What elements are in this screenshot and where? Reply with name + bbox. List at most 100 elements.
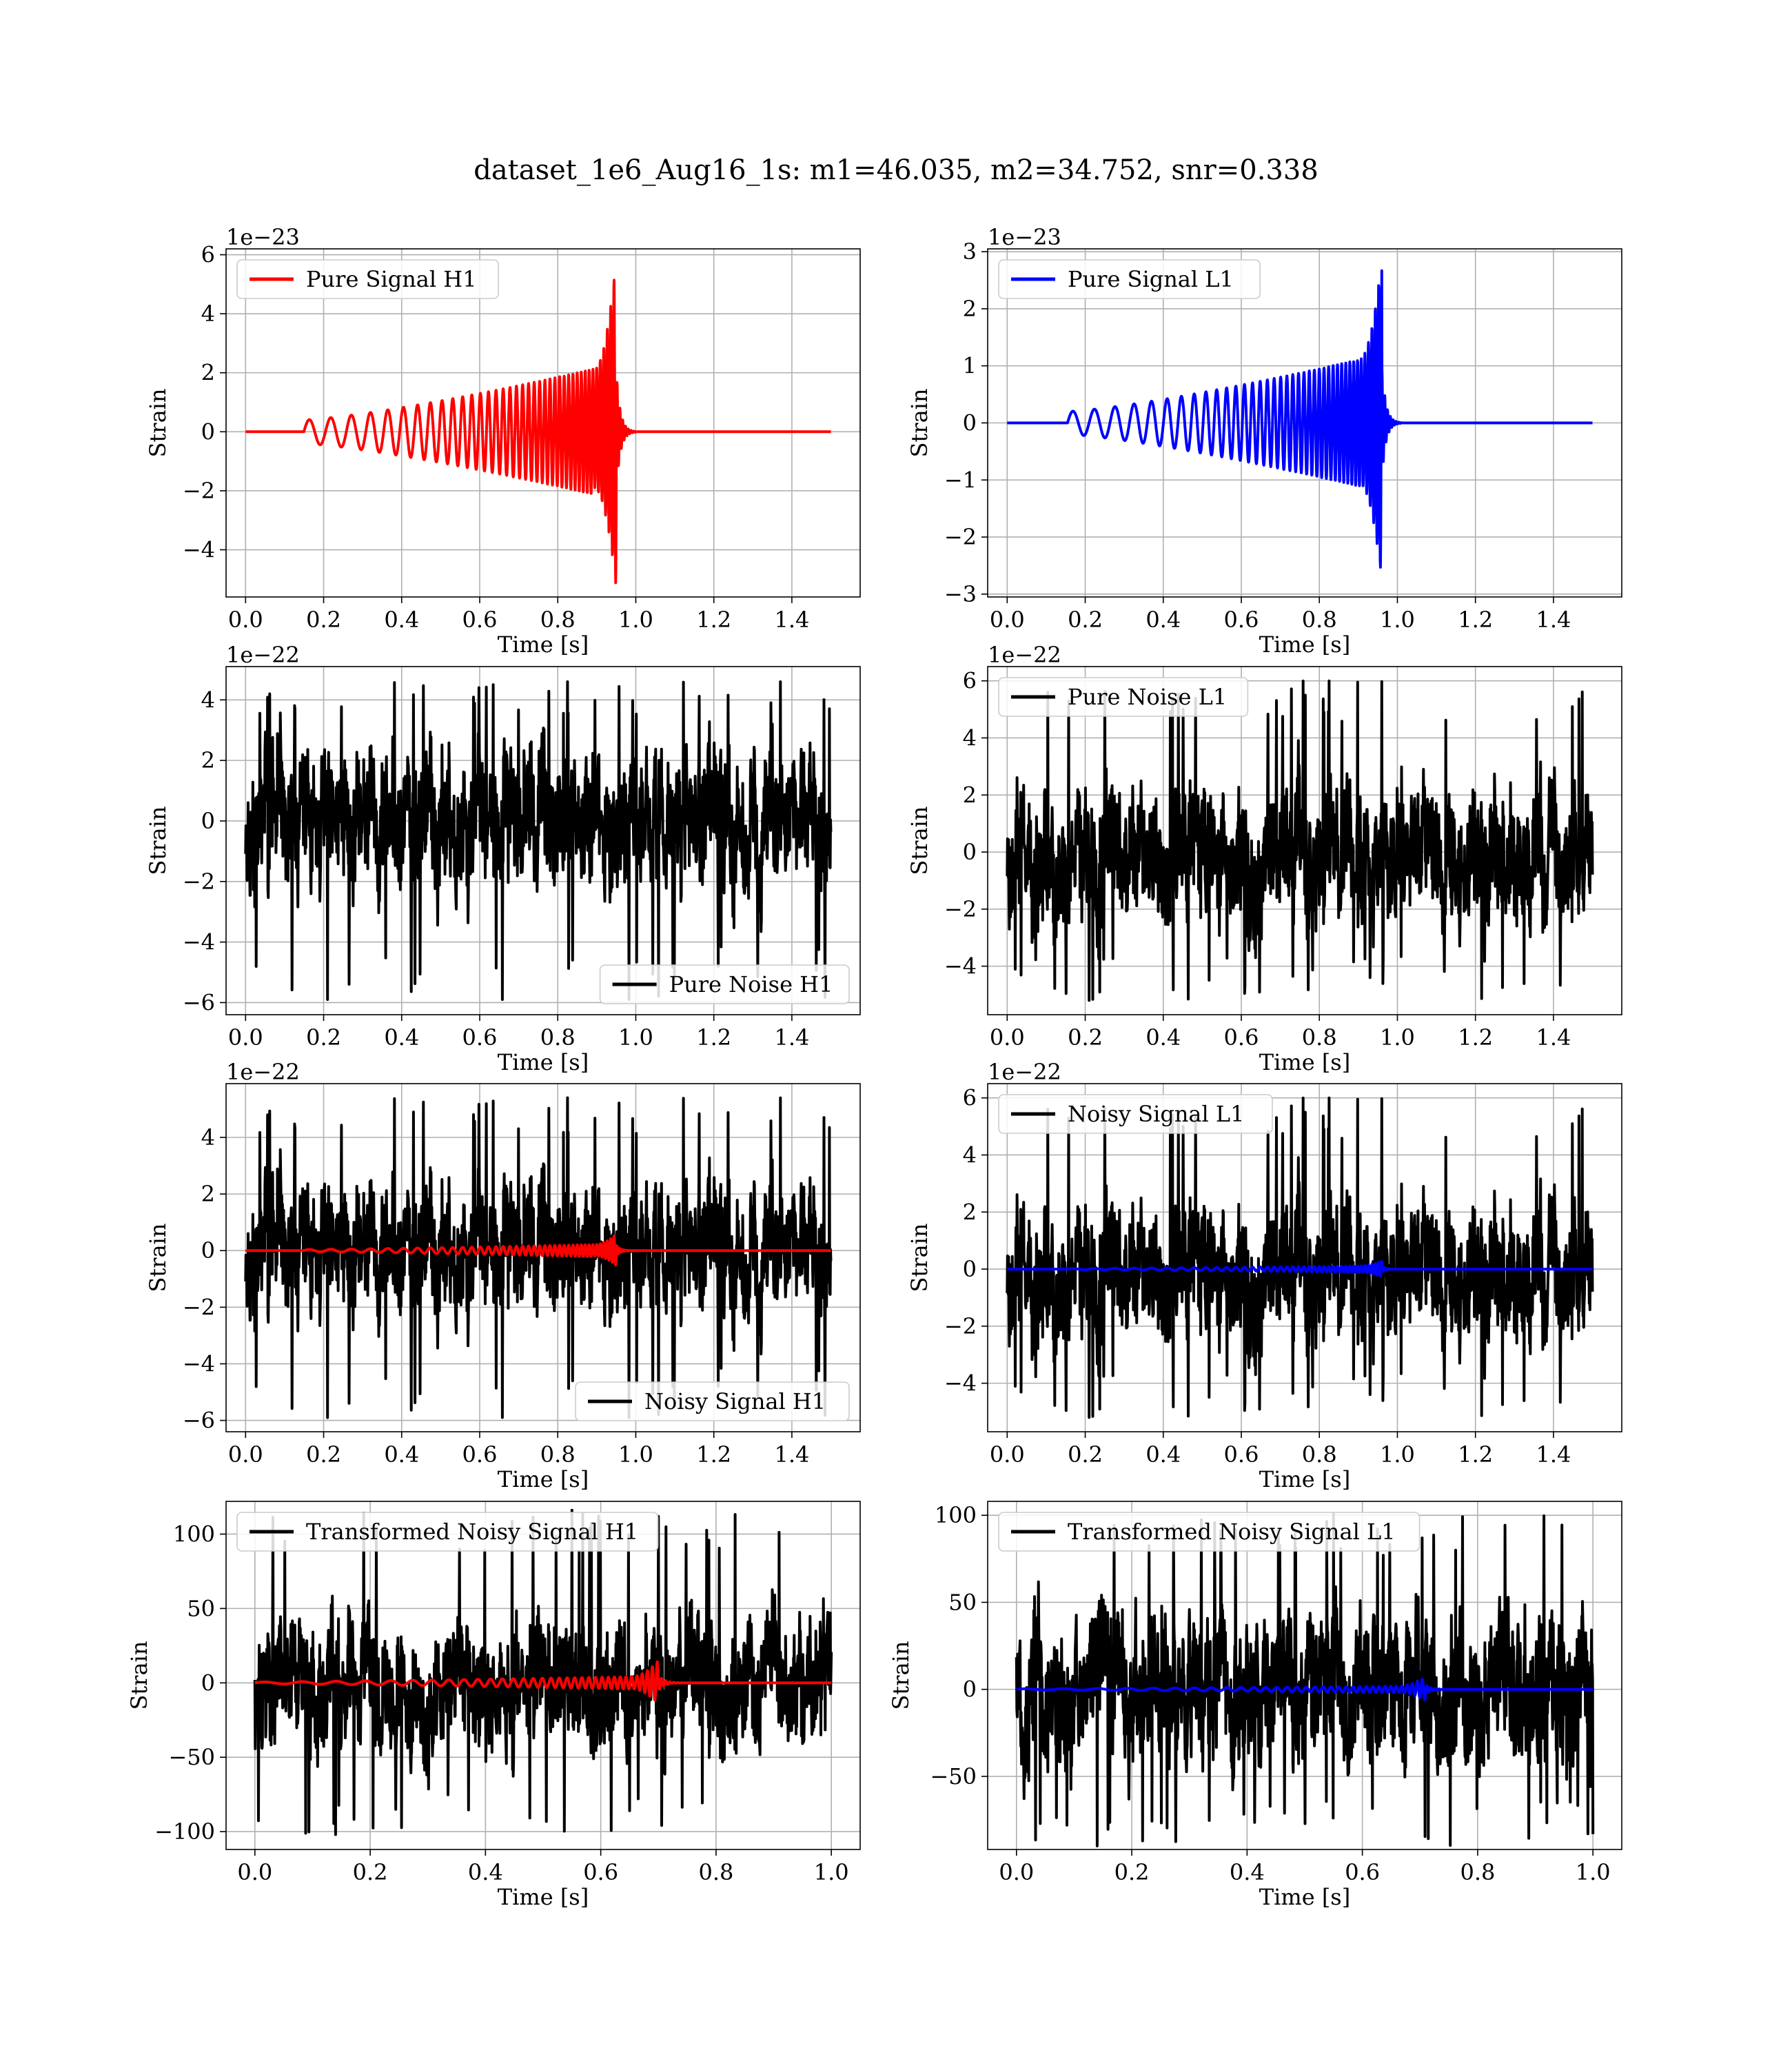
x-tick-label: 1.0 (618, 1024, 653, 1051)
x-axis-label: Time [s] (498, 1049, 589, 1075)
x-tick-label: 1.4 (1536, 607, 1571, 633)
noise-line (1006, 679, 1594, 1002)
x-axis-label: Time [s] (1259, 631, 1350, 658)
signal-line (1015, 1678, 1594, 1702)
x-tick-label: 1.0 (814, 1859, 849, 1885)
y-tick-label: 2 (963, 1199, 977, 1225)
legend-label: Transformed Noisy Signal H1 (306, 1519, 638, 1545)
y-axis-label: Strain (906, 807, 933, 875)
y-tick-label: −50 (930, 1763, 977, 1790)
x-tick-label: 0.4 (1146, 607, 1181, 633)
y-tick-label: −4 (944, 1370, 977, 1397)
x-tick-label: 0.8 (698, 1859, 733, 1885)
x-tick-label: 0.2 (306, 607, 341, 633)
y-tick-label: 50 (948, 1589, 977, 1615)
x-tick-label: 0.0 (228, 1441, 263, 1468)
y-axis-label: Strain (145, 389, 171, 458)
x-tick-label: 0.0 (990, 1441, 1025, 1468)
axes-frame (225, 1083, 861, 1432)
signal-line (1006, 269, 1594, 569)
x-tick-label: 0.8 (1460, 1859, 1495, 1885)
x-tick-label: 0.0 (990, 1024, 1025, 1051)
axis-exponent-label: 1e−22 (226, 1059, 300, 1085)
x-tick-label: 1.0 (1380, 1024, 1415, 1051)
axis-exponent-label: 1e−23 (226, 224, 300, 250)
y-tick-label: 6 (963, 668, 977, 694)
x-tick-label: 1.4 (1536, 1441, 1571, 1468)
y-tick-label: −4 (183, 1350, 215, 1377)
subplot-transformed-noisy-signal-l1: 0.0 0.2 0.4 0.6 0.8 1.0 −50 0 50 100 Time [s] Strai… (888, 1501, 1622, 1910)
x-axis-label: Time [s] (498, 1884, 589, 1910)
x-tick-label: 1.0 (1380, 1441, 1415, 1468)
y-axis-label: Strain (126, 1641, 152, 1710)
y-axis-label: Strain (906, 389, 933, 458)
noise-line (244, 1096, 833, 1419)
x-tick-label: 0.8 (540, 1441, 576, 1468)
x-tick-label: 1.0 (1576, 1859, 1611, 1885)
x-tick-label: 0.6 (1224, 1024, 1259, 1051)
y-tick-label: 0 (963, 839, 977, 865)
y-tick-label: 2 (963, 296, 977, 322)
x-axis-label: Time [s] (1259, 1466, 1350, 1492)
legend-label: Pure Noise H1 (669, 971, 833, 997)
noise-line (253, 1508, 833, 1836)
x-tick-label: 0.6 (1224, 607, 1259, 633)
y-tick-label: 4 (963, 1142, 977, 1168)
legend-label: Noisy Signal H1 (644, 1388, 826, 1415)
y-tick-label: 3 (963, 239, 977, 265)
subplot-pure-noise-h1: 0.0 0.2 0.4 0.6 0.8 1.0 1.2 1.4 −6 −4 −2 0 2 4 Time [s… (145, 642, 861, 1075)
y-tick-label: 4 (963, 724, 977, 751)
x-axis-label: Time [s] (1259, 1049, 1350, 1075)
subplot-pure-noise-l1: 0.0 0.2 0.4 0.6 0.8 1.0 1.2 1.4 −4 −2 0 2 4 6 Time [s]… (906, 642, 1622, 1075)
y-axis-label: Strain (888, 1641, 914, 1710)
x-tick-label: 0.8 (540, 1024, 576, 1051)
y-tick-label: 6 (963, 1085, 977, 1111)
series-group (244, 680, 833, 1001)
legend-box (998, 259, 1261, 299)
series-group (253, 1508, 833, 1836)
y-tick-label: 4 (201, 687, 215, 713)
x-tick-label: 0.4 (384, 607, 419, 633)
signal-line (254, 1660, 833, 1702)
y-tick-label: −6 (183, 1408, 215, 1434)
y-tick-label: −100 (154, 1818, 215, 1845)
y-tick-label: 100 (935, 1502, 977, 1528)
y-tick-label: −2 (183, 478, 215, 504)
legend-label: Transformed Noisy Signal L1 (1068, 1519, 1396, 1545)
y-tick-label: −3 (944, 581, 977, 607)
legend-box (998, 677, 1249, 717)
series-group (244, 1096, 833, 1419)
y-tick-label: −4 (183, 929, 215, 955)
y-tick-label: −4 (183, 537, 215, 563)
subplot-pure-signal-h1: 0.0 0.2 0.4 0.6 0.8 1.0 1.2 1.4 −4 −2 0 2 4 6 Time [s]… (145, 224, 861, 658)
x-tick-label: 0.6 (462, 1441, 498, 1468)
x-axis-label: Time [s] (498, 631, 589, 658)
legend-box (236, 1512, 659, 1552)
axes-frame (225, 248, 861, 598)
x-tick-label: 0.4 (1230, 1859, 1265, 1885)
x-tick-label: 0.6 (462, 1024, 498, 1051)
x-tick-label: 0.4 (1146, 1441, 1181, 1468)
legend-box (998, 1094, 1273, 1134)
y-tick-label: 0 (963, 1676, 977, 1703)
x-tick-label: 0.8 (1302, 607, 1337, 633)
x-tick-label: 0.2 (306, 1024, 341, 1051)
x-tick-label: 0.6 (462, 607, 498, 633)
y-tick-label: 0 (963, 410, 977, 436)
subplot-noisy-signal-h1: 0.0 0.2 0.4 0.6 0.8 1.0 1.2 1.4 −6 −4 −2 0 2 4 Time [s… (145, 1059, 861, 1492)
x-tick-label: 0.2 (353, 1859, 388, 1885)
signal-line (1006, 1260, 1594, 1278)
axes-frame (987, 1501, 1622, 1850)
y-tick-label: 6 (201, 242, 215, 268)
y-tick-label: −2 (183, 869, 215, 895)
x-tick-label: 1.2 (1458, 1441, 1493, 1468)
legend: Noisy Signal H1 (575, 1381, 850, 1421)
y-tick-label: 2 (201, 747, 215, 773)
y-tick-label: 0 (201, 418, 215, 445)
legend-box (599, 964, 850, 1004)
x-tick-label: 0.4 (384, 1024, 419, 1051)
axes-frame (987, 666, 1622, 1015)
legend: Transformed Noisy Signal H1 (236, 1512, 659, 1552)
legend: Noisy Signal L1 (998, 1094, 1273, 1134)
y-tick-label: 2 (963, 782, 977, 808)
